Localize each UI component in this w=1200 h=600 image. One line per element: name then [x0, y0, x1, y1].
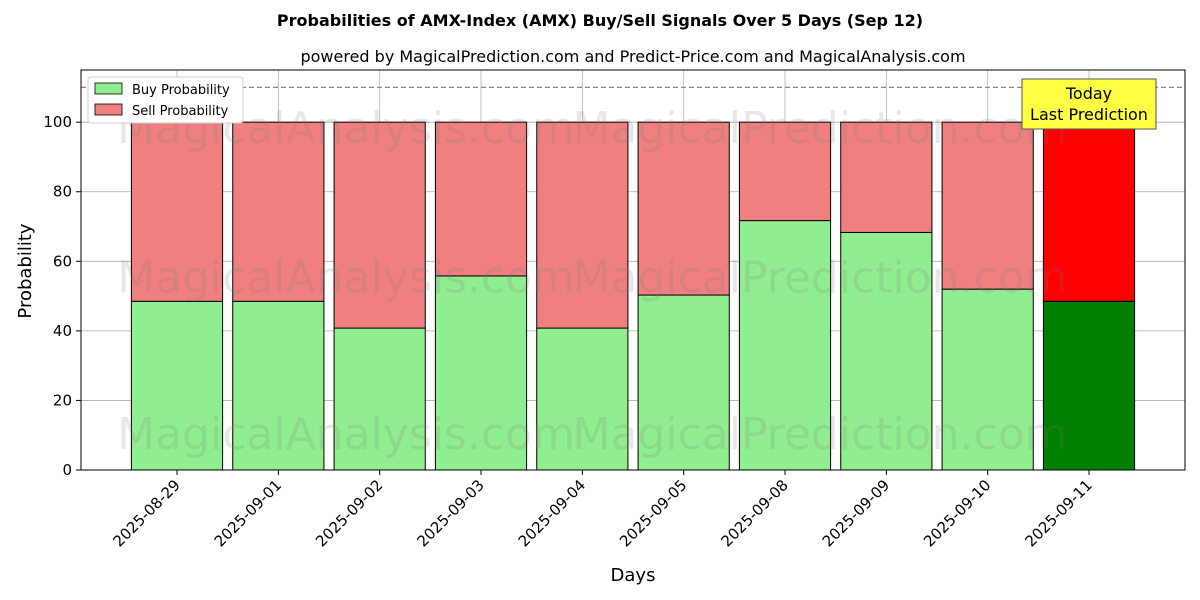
watermark-text: MagicalAnalysis.com: [117, 409, 575, 460]
y-axis-label: Probability: [15, 223, 36, 318]
bars: [130, 121, 1136, 471]
buy-bar-2025-09-05: [637, 294, 730, 471]
sell-bar-2025-09-01: [232, 121, 325, 302]
buy-bar-2025-09-08: [738, 220, 832, 471]
sell-bar-2025-09-09: [840, 121, 933, 233]
sell-bar-2025-09-11: [1042, 121, 1136, 302]
watermark-text: MagicalAnalysis.com: [117, 253, 575, 304]
chart-title: Probabilities of AMX-Index (AMX) Buy/Sel…: [277, 11, 923, 30]
buy-bar-2025-09-10: [941, 288, 1034, 471]
annotation-line-today: Today: [1065, 84, 1112, 103]
watermark-text: MagicalPrediction.com: [573, 253, 1068, 304]
y-tick-label: 20: [53, 391, 72, 409]
legend-swatch-buy: [94, 82, 123, 95]
buy-bar-2025-09-02: [333, 327, 426, 471]
today-annotation: Today Last Prediction: [1021, 78, 1157, 130]
annotation-line-last-prediction: Last Prediction: [1030, 105, 1148, 124]
buy-bar-2025-09-11: [1042, 300, 1136, 471]
sell-bar-2025-09-04: [536, 121, 629, 329]
sell-bar-2025-09-10: [941, 121, 1034, 290]
legend: Buy Probability Sell Probability: [87, 76, 244, 124]
sell-bar-2025-09-03: [434, 121, 528, 277]
buy-bar-2025-09-03: [434, 275, 528, 471]
watermark-text: MagicalPrediction.com: [573, 409, 1068, 460]
y-tick-label: 60: [53, 252, 72, 270]
plot-frame: [80, 69, 1186, 471]
legend-swatch-sell: [94, 103, 123, 116]
sell-bar-2025-09-02: [333, 121, 426, 329]
y-tick-label: 40: [53, 322, 72, 340]
sell-bar-2025-09-05: [637, 121, 730, 296]
legend-box: [87, 76, 244, 124]
watermark-text: MagicalPrediction.com: [573, 103, 1068, 154]
sell-bar-2025-09-08: [738, 121, 832, 222]
buy-bar-2025-09-01: [232, 300, 325, 471]
y-tick-label: 100: [43, 113, 72, 131]
watermarks: MagicalAnalysis.comMagicalPrediction.com…: [117, 103, 1067, 460]
annotation-box: [1021, 78, 1157, 130]
buy-bar-2025-09-04: [536, 327, 629, 471]
chart-subtitle: powered by MagicalPrediction.com and Pre…: [300, 47, 965, 66]
legend-label-buy: Buy Probability: [132, 83, 230, 98]
sell-bar-2025-08-29: [130, 121, 224, 302]
x-axis-label: Days: [611, 565, 656, 586]
y-tick-label: 80: [53, 183, 72, 201]
legend-label-sell: Sell Probability: [132, 104, 229, 119]
y-tick-label: 0: [62, 461, 72, 479]
